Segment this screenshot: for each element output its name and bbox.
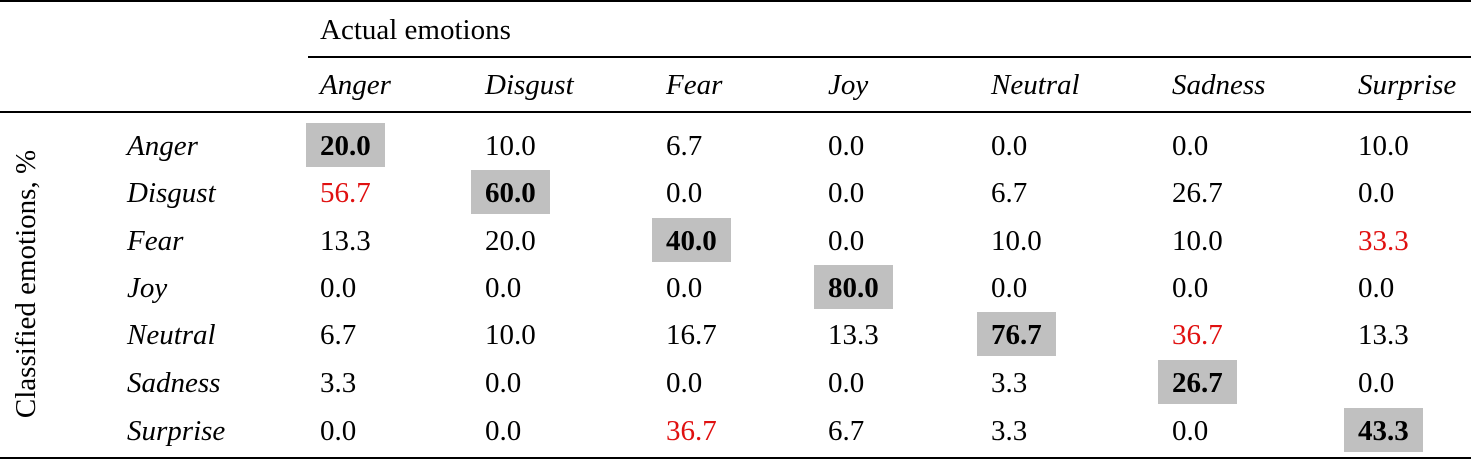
cell-surprise-surprise: 43.3 <box>1344 408 1423 452</box>
top-rule <box>0 0 1471 2</box>
cell-surprise-disgust: 0.0 <box>485 415 522 447</box>
cell-anger-sadness: 0.0 <box>1172 130 1209 162</box>
cell-surprise-anger: 0.0 <box>320 415 357 447</box>
cell-fear-neutral: 10.0 <box>991 225 1042 257</box>
row-header-surprise: Surprise <box>127 415 226 447</box>
cell-fear-fear: 40.0 <box>652 218 731 262</box>
cell-anger-neutral: 0.0 <box>991 130 1028 162</box>
cell-joy-surprise: 0.0 <box>1358 272 1395 304</box>
cell-neutral-joy: 13.3 <box>828 319 879 351</box>
col-header-neutral: Neutral <box>991 69 1080 101</box>
row-header-joy: Joy <box>127 272 168 304</box>
cell-joy-fear: 0.0 <box>666 272 703 304</box>
cell-disgust-anger: 56.7 <box>320 177 371 209</box>
cell-sadness-fear: 0.0 <box>666 367 703 399</box>
cell-neutral-fear: 16.7 <box>666 319 717 351</box>
cell-fear-disgust: 20.0 <box>485 225 536 257</box>
cell-neutral-sadness: 36.7 <box>1172 319 1223 351</box>
cell-fear-anger: 13.3 <box>320 225 371 257</box>
cell-joy-joy: 80.0 <box>814 265 893 309</box>
subheader-rule <box>308 56 1471 58</box>
cell-anger-surprise: 10.0 <box>1358 130 1409 162</box>
cell-disgust-disgust: 60.0 <box>471 170 550 214</box>
cell-sadness-joy: 0.0 <box>828 367 865 399</box>
cell-anger-joy: 0.0 <box>828 130 865 162</box>
row-header-neutral: Neutral <box>127 319 216 351</box>
row-header-fear: Fear <box>127 225 184 257</box>
col-header-anger: Anger <box>320 69 391 101</box>
cell-surprise-neutral: 3.3 <box>991 415 1028 447</box>
cell-fear-surprise: 33.3 <box>1358 225 1409 257</box>
cell-fear-sadness: 10.0 <box>1172 225 1223 257</box>
cell-sadness-surprise: 0.0 <box>1358 367 1395 399</box>
cell-sadness-sadness: 26.7 <box>1158 360 1237 404</box>
cell-neutral-surprise: 13.3 <box>1358 319 1409 351</box>
cell-sadness-neutral: 3.3 <box>991 367 1028 399</box>
cell-disgust-neutral: 6.7 <box>991 177 1028 209</box>
col-header-surprise: Surprise <box>1358 69 1457 101</box>
cell-disgust-fear: 0.0 <box>666 177 703 209</box>
cell-disgust-sadness: 26.7 <box>1172 177 1223 209</box>
header-rule <box>0 111 1471 113</box>
cell-surprise-fear: 36.7 <box>666 415 717 447</box>
cell-sadness-disgust: 0.0 <box>485 367 522 399</box>
cell-neutral-disgust: 10.0 <box>485 319 536 351</box>
cell-disgust-surprise: 0.0 <box>1358 177 1395 209</box>
cell-fear-joy: 0.0 <box>828 225 865 257</box>
cell-joy-anger: 0.0 <box>320 272 357 304</box>
col-header-fear: Fear <box>666 69 723 101</box>
cell-neutral-anger: 6.7 <box>320 319 357 351</box>
cell-neutral-neutral: 76.7 <box>977 312 1056 356</box>
cell-anger-fear: 6.7 <box>666 130 703 162</box>
cell-disgust-joy: 0.0 <box>828 177 865 209</box>
row-header-anger: Anger <box>127 130 198 162</box>
cell-joy-sadness: 0.0 <box>1172 272 1209 304</box>
cell-joy-disgust: 0.0 <box>485 272 522 304</box>
cell-surprise-joy: 6.7 <box>828 415 865 447</box>
col-header-sadness: Sadness <box>1172 69 1266 101</box>
row-group-header: Classified emotions, % <box>10 149 42 419</box>
row-header-disgust: Disgust <box>127 177 216 209</box>
col-header-joy: Joy <box>828 69 869 101</box>
row-group-header-wrap: Classified emotions, % <box>0 0 42 460</box>
row-header-sadness: Sadness <box>127 367 221 399</box>
cell-anger-disgust: 10.0 <box>485 130 536 162</box>
col-header-disgust: Disgust <box>485 69 574 101</box>
cell-surprise-sadness: 0.0 <box>1172 415 1209 447</box>
col-group-header: Actual emotions <box>320 14 511 46</box>
cell-anger-anger: 20.0 <box>306 123 385 167</box>
cell-joy-neutral: 0.0 <box>991 272 1028 304</box>
cell-sadness-anger: 3.3 <box>320 367 357 399</box>
bottom-rule <box>0 457 1471 459</box>
